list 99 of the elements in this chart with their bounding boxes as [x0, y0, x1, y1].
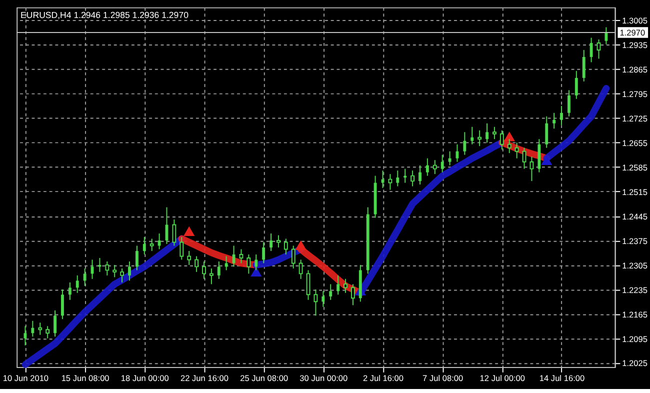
candlestick: [410, 170, 414, 187]
candlestick: [150, 238, 154, 252]
candlestick: [187, 250, 192, 266]
x-tick-label: 22 Jun 16:00: [180, 373, 229, 384]
candlestick: [590, 37, 593, 63]
y-tick-label: 1.2095: [622, 334, 648, 344]
candlestick: [112, 264, 117, 278]
candlestick: [432, 160, 437, 175]
candlestick: [478, 130, 482, 147]
candlestick: [194, 256, 198, 272]
y-tick-label: 1.2445: [622, 211, 648, 222]
chart-title: EURUSD,H4 1.2946 1.2985 1.2936 1.2970: [20, 10, 189, 20]
candlestick: [545, 116, 548, 148]
point: [184, 226, 195, 236]
candlestick: [270, 232, 272, 252]
candlestick: [246, 254, 251, 274]
candlestick: [514, 142, 519, 159]
candlestick: [224, 256, 228, 271]
y-tick-label: 1.2865: [622, 64, 648, 75]
candlestick: [388, 174, 392, 190]
candlestick: [284, 238, 288, 255]
point: [504, 132, 515, 142]
candlestick: [492, 126, 496, 140]
candlestick: [105, 260, 110, 276]
candlestick: [336, 274, 340, 296]
candlestick: [276, 234, 280, 248]
y-tick-label: 1.2305: [622, 260, 648, 270]
candlestick: [322, 290, 325, 308]
candlestick: [552, 112, 556, 130]
x-tick-label: 18 Jun 00:00: [120, 373, 170, 384]
candlestick: [135, 245, 138, 271]
candlestick: [596, 38, 601, 60]
candlestick: [530, 156, 534, 182]
y-tick-label: 1.2795: [622, 89, 648, 100]
candlestick: [418, 164, 422, 186]
candlestick: [507, 138, 512, 154]
candlestick: [522, 147, 526, 170]
x-tick-label: 30 Jun 00:00: [300, 373, 348, 384]
candlestick: [582, 49, 586, 82]
candlestick: [31, 320, 34, 338]
y-tick-label: 1.2025: [622, 358, 648, 368]
y-tick-label: 1.2165: [622, 309, 648, 320]
y-tick-label: 1.2515: [622, 186, 648, 197]
x-tick-label: 25 Jun 08:00: [240, 373, 288, 384]
candlestick: [180, 236, 184, 260]
candlestick: [128, 260, 131, 282]
ref-line-label: 1.2970: [620, 27, 646, 38]
candlestick: [329, 284, 332, 300]
candlestick: [351, 284, 355, 306]
candlestick: [54, 310, 56, 338]
candlestick: [172, 219, 176, 246]
y-tick-label: 1.2235: [622, 284, 648, 295]
candlestick: [567, 90, 570, 117]
candlestick: [448, 150, 452, 166]
candlestick: [486, 122, 488, 144]
x-tick-label: 10 Jun 2010: [2, 373, 49, 384]
point: [295, 240, 306, 250]
candlestick: [38, 322, 42, 336]
y-tick-label: 1.2585: [622, 162, 648, 172]
candlestick: [463, 132, 466, 156]
point: [250, 266, 262, 277]
candlestick: [500, 130, 504, 150]
candlestick: [217, 260, 220, 280]
point: [541, 155, 552, 166]
candlestick: [120, 268, 124, 283]
candlestick: [61, 288, 64, 320]
candlestick: [298, 259, 303, 280]
y-tick-label: 1.2725: [622, 114, 648, 124]
x-tick-label: 15 Jun 08:00: [61, 373, 110, 384]
y-tick-label: 1.2935: [622, 40, 648, 50]
candlestick: [426, 158, 429, 176]
candlestick: [46, 326, 50, 339]
candlestick: [344, 278, 348, 294]
candlestick: [440, 154, 444, 173]
candlestick: [306, 270, 310, 300]
candlestick: [76, 274, 79, 294]
candlestick: [604, 26, 608, 45]
candlestick: [314, 288, 318, 316]
candlestick: [83, 268, 86, 286]
candlestick: [470, 126, 474, 145]
candlestick: [209, 268, 214, 285]
candlestick: [68, 282, 72, 300]
x-tick-label: 7 Jul 08:00: [422, 373, 464, 384]
x-tick-label: 14 Jul 16:00: [539, 373, 585, 384]
candlestick: [202, 260, 206, 280]
y-tick-label: 1.3005: [622, 16, 648, 26]
x-tick-label: 12 Jul 00:00: [480, 373, 526, 384]
candlestick: [254, 254, 258, 271]
x-tick-label: 2 Jul 16:00: [362, 373, 404, 384]
y-tick-label: 1.2375: [622, 236, 648, 246]
candlestick: [239, 248, 244, 264]
candlestick: [291, 245, 296, 269]
candlestick: [158, 232, 161, 250]
candlestick: [142, 236, 146, 255]
candlestick: [262, 242, 266, 264]
candlestick: [560, 105, 563, 126]
candlestick: [396, 170, 400, 187]
candlestick: [574, 70, 578, 100]
y-tick-label: 1.2655: [622, 138, 648, 148]
